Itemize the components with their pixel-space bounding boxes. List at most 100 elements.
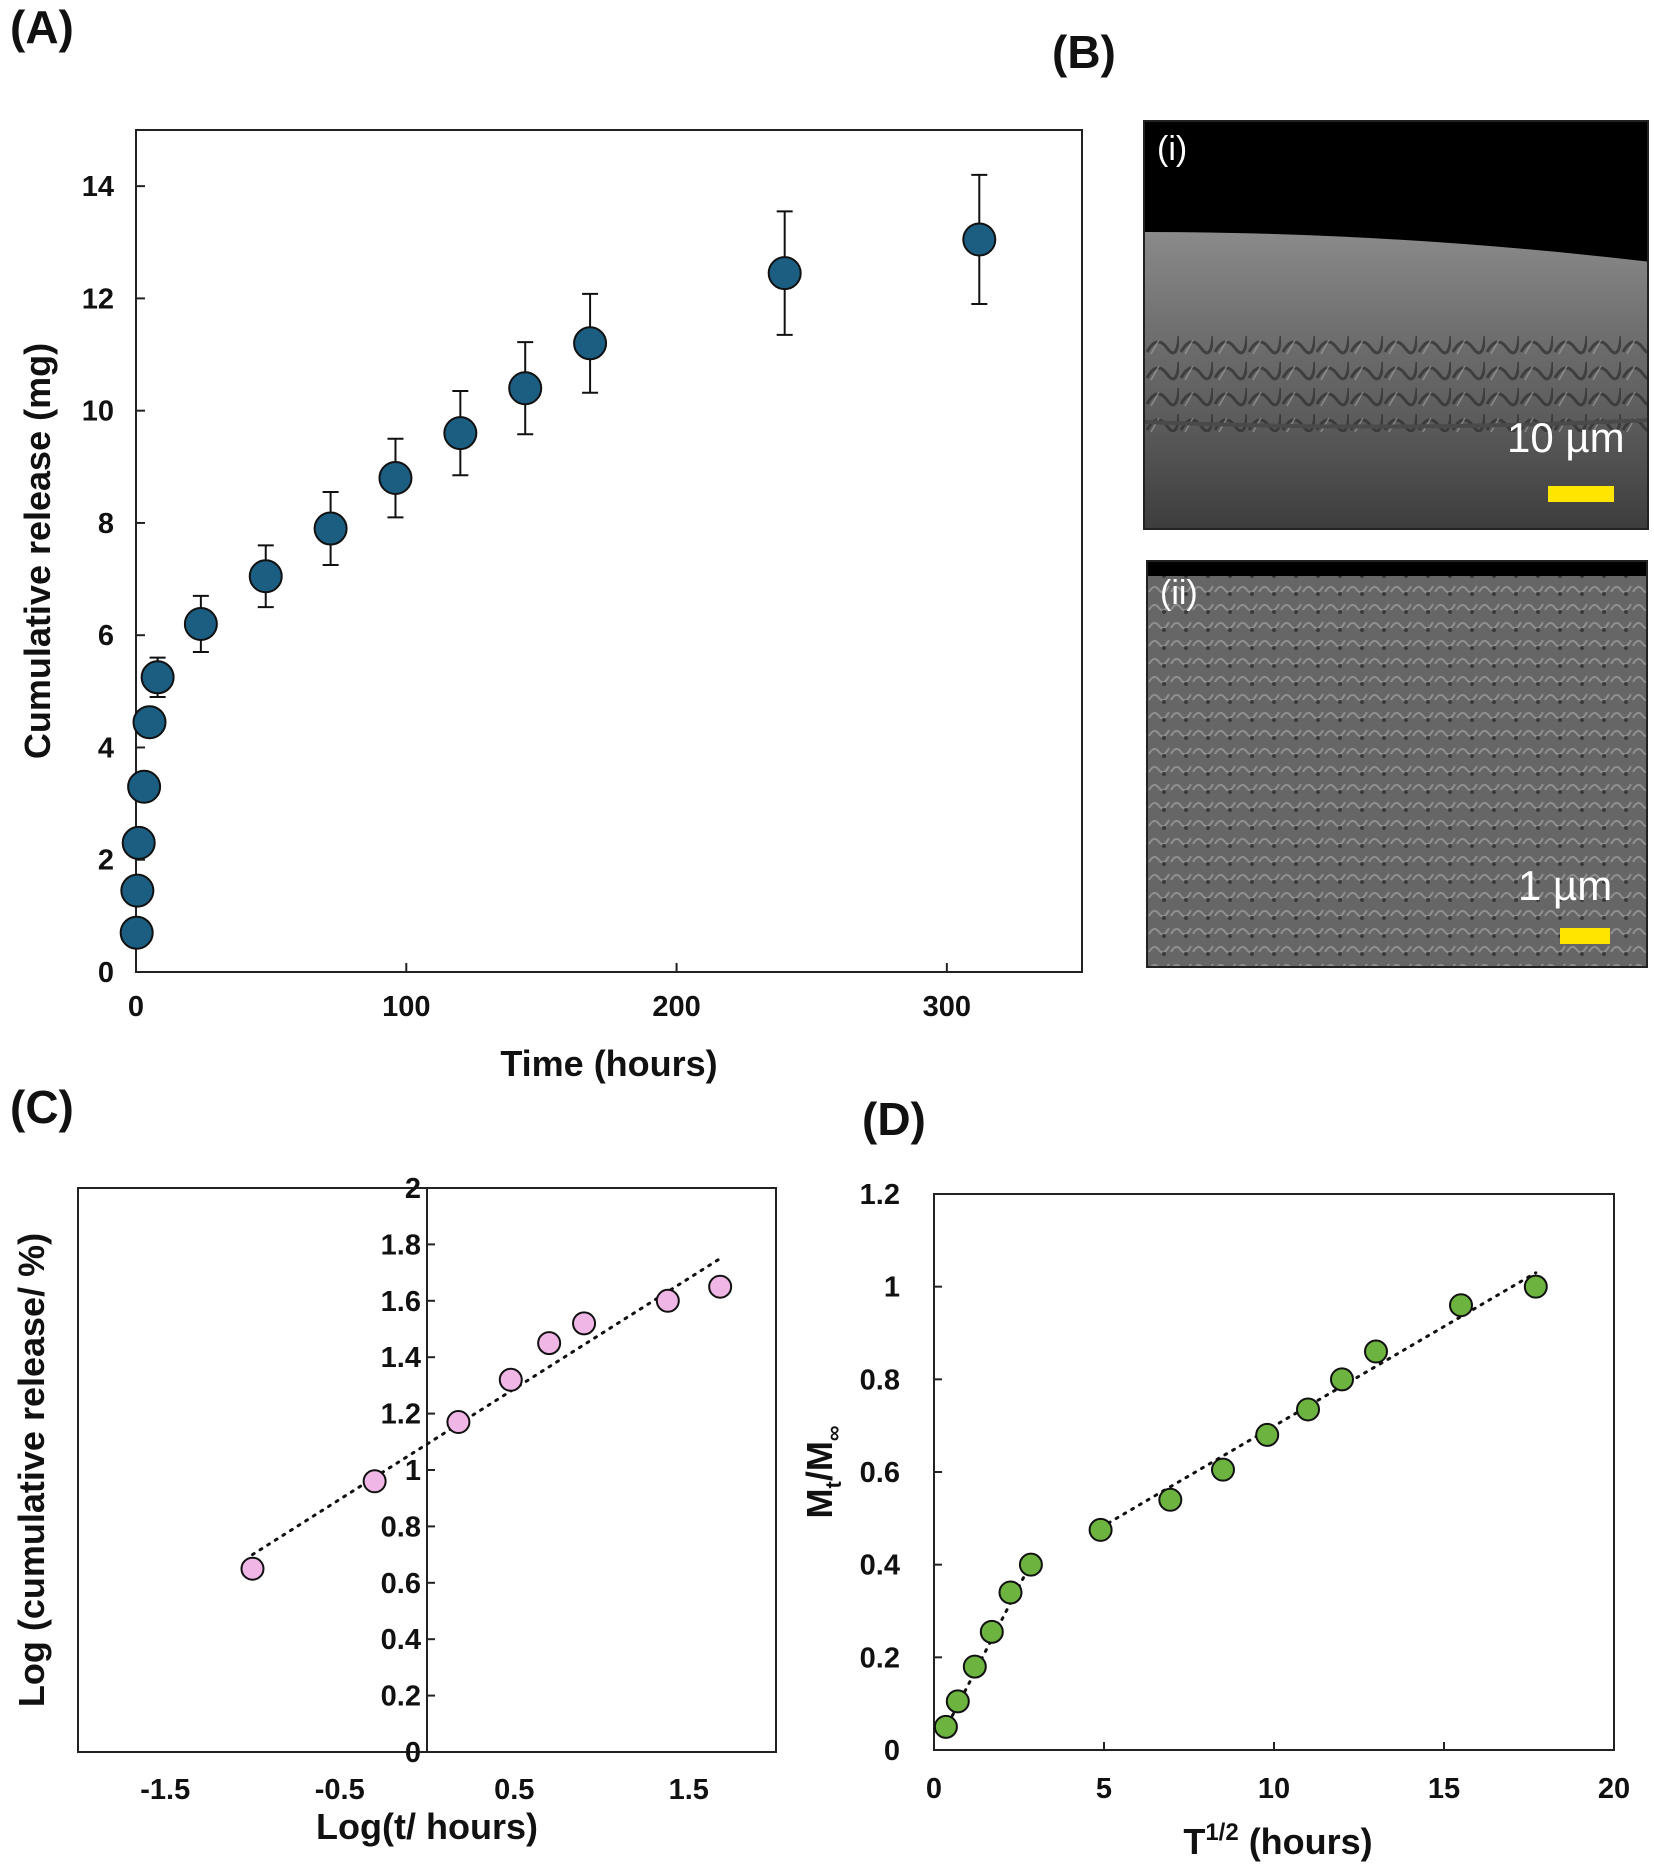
x-tick-label: 0.5 (494, 1774, 534, 1806)
data-point (708, 1274, 733, 1299)
data-point (979, 1619, 1004, 1644)
data-point (962, 1654, 987, 1679)
data-point (933, 1714, 958, 1739)
x-axis-title: Time (hours) (500, 1043, 717, 1084)
y-tick-label: 0.6 (381, 1568, 421, 1600)
data-point (498, 1367, 523, 1392)
scale-bar-10um (1548, 486, 1614, 502)
y-tick-label: 0.4 (860, 1550, 900, 1582)
x-tick-label: 1.5 (669, 1774, 709, 1806)
y-tick-label: 0 (884, 1735, 900, 1767)
data-point (1211, 1457, 1235, 1482)
data-point (573, 326, 608, 361)
panel-label-a: (A) (10, 1, 74, 53)
y-tick-label: 12 (82, 283, 114, 315)
scale-text-10um: 10 µm (1507, 414, 1625, 461)
data-point (1296, 1397, 1320, 1422)
y-tick-label: 1 (884, 1272, 900, 1304)
data-point (378, 461, 413, 496)
data-point (655, 1288, 680, 1313)
y-tick-label: 0.4 (381, 1624, 421, 1656)
data-point (313, 511, 348, 546)
data-point (362, 1469, 387, 1494)
x-axis-title: Log(t/ hours) (316, 1806, 538, 1847)
scale-text-1um: 1 µm (1518, 862, 1613, 909)
y-tick-label: 0.8 (381, 1511, 421, 1543)
data-point (446, 1410, 471, 1435)
data-point (1449, 1293, 1473, 1318)
data-point (537, 1331, 562, 1356)
sem-image-ii-texture (1148, 562, 1646, 966)
y-tick-label: 0 (405, 1737, 421, 1769)
x-tick-label: -1.5 (140, 1774, 190, 1806)
data-point (1523, 1274, 1548, 1299)
data-point (998, 1580, 1023, 1605)
trendline (1099, 1271, 1538, 1530)
data-point (183, 606, 218, 641)
data-point (120, 873, 155, 908)
y-tick-label: 6 (98, 620, 114, 652)
x-tick-label: 20 (1598, 1773, 1630, 1805)
y-tick-label: 0.2 (381, 1681, 421, 1713)
y-tick-label: 0.6 (860, 1457, 900, 1489)
data-point (140, 660, 175, 695)
data-point (127, 769, 162, 804)
x-tick-label: 0 (128, 991, 144, 1023)
y-axis-title: Mt/M∞ (799, 1425, 846, 1518)
data-point (1158, 1487, 1183, 1512)
data-point (945, 1689, 970, 1714)
y-tick-label: 10 (82, 396, 114, 428)
scale-bar-1um (1560, 928, 1610, 944)
data-point (572, 1311, 597, 1336)
y-tick-label: 2 (405, 1173, 421, 1205)
y-axis-title: Cumulative release (mg) (17, 343, 58, 759)
y-tick-label: 4 (98, 732, 114, 764)
y-tick-label: 14 (82, 171, 114, 203)
plot-frame (135, 129, 1083, 973)
data-point (1018, 1552, 1043, 1577)
x-tick-label: 5 (1096, 1773, 1112, 1805)
x-tick-label: 300 (923, 991, 971, 1023)
data-point (1088, 1517, 1113, 1542)
data-point (443, 416, 478, 451)
y-tick-label: 0 (98, 957, 114, 989)
data-point (1255, 1422, 1280, 1447)
y-axis-title: Log (cumulative release/ %) (11, 1233, 52, 1707)
x-tick-label: 10 (1258, 1773, 1290, 1805)
sem-tag-ii: (ii) (1160, 574, 1198, 612)
sem-image-i: (i) 10 µm (1143, 120, 1649, 530)
trendline (251, 1257, 722, 1557)
y-tick-label: 1.2 (860, 1179, 900, 1211)
y-tick-label: 1 (405, 1455, 421, 1487)
data-point (132, 705, 167, 740)
x-tick-label: 15 (1428, 1773, 1460, 1805)
x-tick-label: 200 (652, 991, 700, 1023)
y-tick-label: 8 (98, 508, 114, 540)
x-tick-label: 100 (382, 991, 430, 1023)
y-tick-label: 1.2 (381, 1399, 421, 1431)
panel-label-d: (D) (862, 1093, 926, 1145)
x-tick-label: 0 (926, 1773, 942, 1805)
sem-image-i-texture (1145, 232, 1647, 528)
x-axis-title: T1/2 (hours) (1183, 1819, 1372, 1862)
y-tick-label: 0.2 (860, 1642, 900, 1674)
sem-tag-i: (i) (1157, 130, 1188, 168)
data-point (240, 1556, 265, 1581)
y-tick-label: 1.6 (381, 1286, 421, 1318)
data-point (248, 559, 283, 594)
y-tick-label: 1.4 (381, 1342, 421, 1374)
data-point (121, 825, 156, 860)
sem-image-ii: (ii) 1 µm (1146, 560, 1648, 968)
y-tick-label: 2 (98, 845, 114, 877)
panel-label-b: (B) (1052, 26, 1116, 78)
data-point (508, 371, 543, 406)
data-point (767, 256, 802, 291)
data-point (1364, 1339, 1388, 1364)
y-tick-label: 0.8 (860, 1364, 900, 1396)
y-tick-label: 1.8 (381, 1229, 421, 1261)
plot-frame (933, 1193, 1615, 1751)
x-tick-label: -0.5 (315, 1774, 365, 1806)
